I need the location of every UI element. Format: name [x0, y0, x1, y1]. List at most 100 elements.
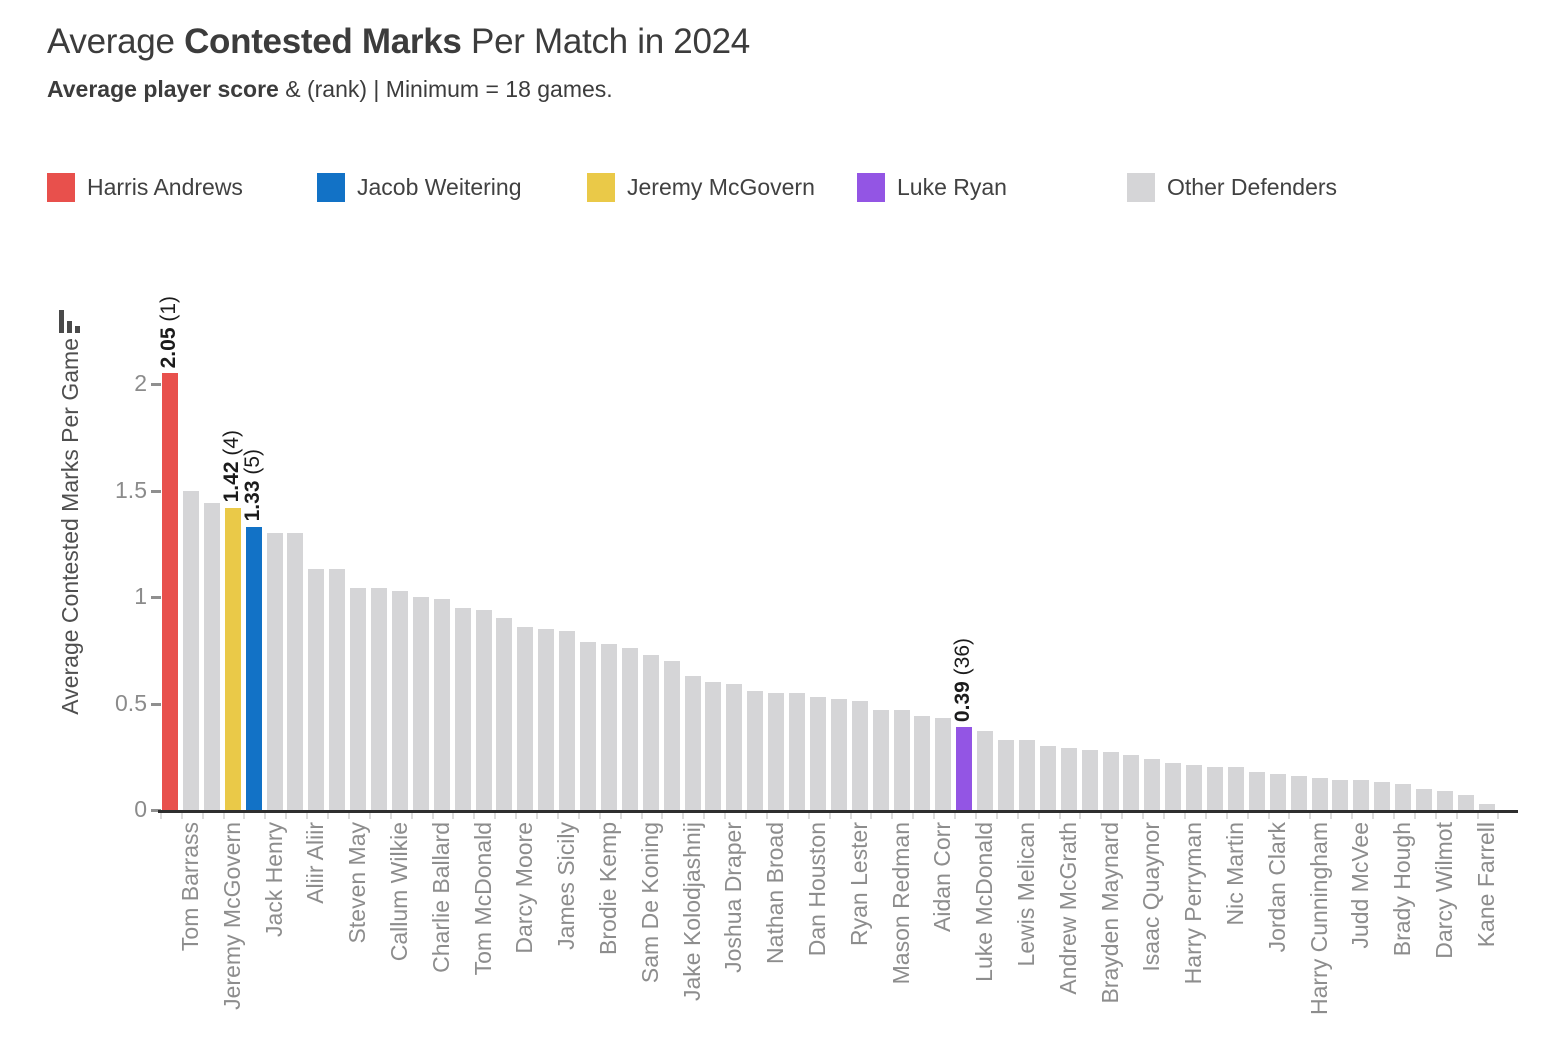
- bar[interactable]: [475, 609, 492, 810]
- bar[interactable]: [1165, 763, 1182, 810]
- x-tick-label-steven-may: Steven May: [344, 822, 371, 944]
- bar[interactable]: [1416, 788, 1432, 810]
- bar[interactable]: [350, 588, 367, 810]
- bar[interactable]: [684, 675, 701, 810]
- x-tick-mark: [1016, 813, 1019, 819]
- legend-label: Jeremy McGovern: [627, 174, 815, 200]
- x-axis-line: [158, 810, 1518, 813]
- legend-item-other-defenders[interactable]: Other Defenders: [1127, 173, 1337, 202]
- bar[interactable]: [726, 684, 743, 810]
- bar-value-annotation-harris-andrews: 2.05 (1): [157, 295, 180, 369]
- bar[interactable]: [1436, 790, 1453, 810]
- bar[interactable]: [433, 599, 450, 810]
- bar[interactable]: [1374, 782, 1391, 810]
- bar[interactable]: [559, 631, 576, 810]
- bar[interactable]: [1081, 750, 1098, 810]
- bar[interactable]: [1227, 767, 1244, 810]
- bar[interactable]: [747, 690, 764, 810]
- bar[interactable]: [1457, 795, 1474, 810]
- x-tick-mark: [1163, 813, 1165, 819]
- bar[interactable]: [893, 709, 910, 810]
- bar[interactable]: [977, 731, 994, 810]
- bar[interactable]: [1018, 739, 1035, 810]
- x-tick-mark: [264, 813, 267, 819]
- bar[interactable]: [1102, 752, 1119, 810]
- bar[interactable]: [308, 569, 325, 810]
- bar[interactable]: [705, 682, 722, 810]
- bar[interactable]: [600, 643, 617, 810]
- bar[interactable]: [203, 503, 220, 810]
- chart-title-prefix: Average: [47, 22, 185, 61]
- bar[interactable]: [1039, 746, 1056, 810]
- bar-value-annotation-jeremy-mcgovern: 1.42 (4): [219, 430, 243, 503]
- bar[interactable]: [391, 590, 408, 810]
- bar[interactable]: [872, 709, 889, 810]
- x-tick-mark: [1392, 813, 1395, 819]
- x-tick-mark: [1288, 813, 1291, 819]
- legend-item-luke-ryan[interactable]: Luke Ryan: [857, 173, 1007, 202]
- bar[interactable]: [538, 628, 555, 810]
- bar[interactable]: [830, 699, 847, 810]
- x-tick-label-isaac-quaynor: Isaac Quaynor: [1138, 822, 1165, 972]
- bar[interactable]: [496, 618, 513, 810]
- legend-item-jacob-weitering[interactable]: Jacob Weitering: [317, 173, 522, 202]
- bar[interactable]: [935, 718, 952, 810]
- bar[interactable]: [1123, 754, 1140, 810]
- bar[interactable]: [1478, 803, 1495, 810]
- bar[interactable]: [642, 654, 659, 810]
- bar[interactable]: [1060, 748, 1077, 810]
- x-tick-label-luke-mcdonald: Luke McDonald: [971, 822, 998, 982]
- x-tick-mark: [1476, 813, 1479, 819]
- x-tick-label-charlie-ballard: Charlie Ballard: [427, 822, 454, 973]
- bar[interactable]: [1332, 780, 1349, 810]
- bar[interactable]: [454, 607, 471, 810]
- x-tick-mark: [1183, 813, 1186, 819]
- bar-harris-andrews[interactable]: [162, 373, 178, 810]
- bar[interactable]: [517, 626, 534, 810]
- bar[interactable]: [998, 739, 1014, 810]
- bar-jeremy-mcgovern[interactable]: [224, 507, 241, 810]
- x-tick-mark: [954, 813, 956, 819]
- bar[interactable]: [1207, 767, 1223, 810]
- x-tick-label-james-sicily: James Sicily: [553, 822, 580, 950]
- bar[interactable]: [1311, 778, 1328, 810]
- bar[interactable]: [1186, 765, 1203, 810]
- bar[interactable]: [412, 597, 429, 810]
- x-tick-label-jordan-clark: Jordan Clark: [1263, 822, 1290, 953]
- bar[interactable]: [1269, 773, 1286, 810]
- x-tick-label-dan-houston: Dan Houston: [803, 822, 830, 957]
- bar[interactable]: [287, 533, 304, 810]
- bar[interactable]: [580, 641, 596, 810]
- legend-item-harris-andrews[interactable]: Harris Andrews: [47, 173, 243, 202]
- bar[interactable]: [182, 490, 199, 810]
- bar[interactable]: [621, 648, 638, 810]
- bar[interactable]: [1353, 780, 1370, 810]
- x-tick-label-callum-wilkie: Callum Wilkie: [385, 822, 412, 962]
- bar[interactable]: [663, 660, 680, 810]
- bar[interactable]: [768, 692, 785, 810]
- x-tick-mark: [933, 813, 936, 819]
- bar[interactable]: [851, 701, 868, 810]
- bar[interactable]: [809, 697, 826, 810]
- bar-jacob-weitering[interactable]: [245, 526, 262, 810]
- bar[interactable]: [1395, 784, 1412, 810]
- legend-item-jeremy-mcgovern[interactable]: Jeremy McGovern: [587, 173, 815, 202]
- bar[interactable]: [1290, 775, 1307, 810]
- bar[interactable]: [789, 692, 805, 810]
- x-tick-mark: [1142, 813, 1145, 819]
- bar-luke-ryan[interactable]: [956, 726, 973, 810]
- x-tick-mark: [724, 813, 727, 819]
- legend-swatch-jacob-weitering: [317, 173, 345, 202]
- x-tick-mark: [974, 813, 977, 819]
- x-tick-mark: [640, 813, 643, 819]
- x-tick-label-jeremy-mcgovern: Jeremy McGovern: [218, 822, 245, 1010]
- x-tick-mark: [452, 813, 455, 819]
- bar[interactable]: [914, 716, 931, 810]
- bar[interactable]: [1248, 771, 1265, 810]
- bar[interactable]: [371, 588, 387, 810]
- bar[interactable]: [1144, 758, 1161, 810]
- bar[interactable]: [266, 533, 283, 810]
- bar-chart-icon-bar: [67, 321, 72, 333]
- x-tick-mark: [619, 813, 622, 819]
- bar[interactable]: [329, 569, 346, 810]
